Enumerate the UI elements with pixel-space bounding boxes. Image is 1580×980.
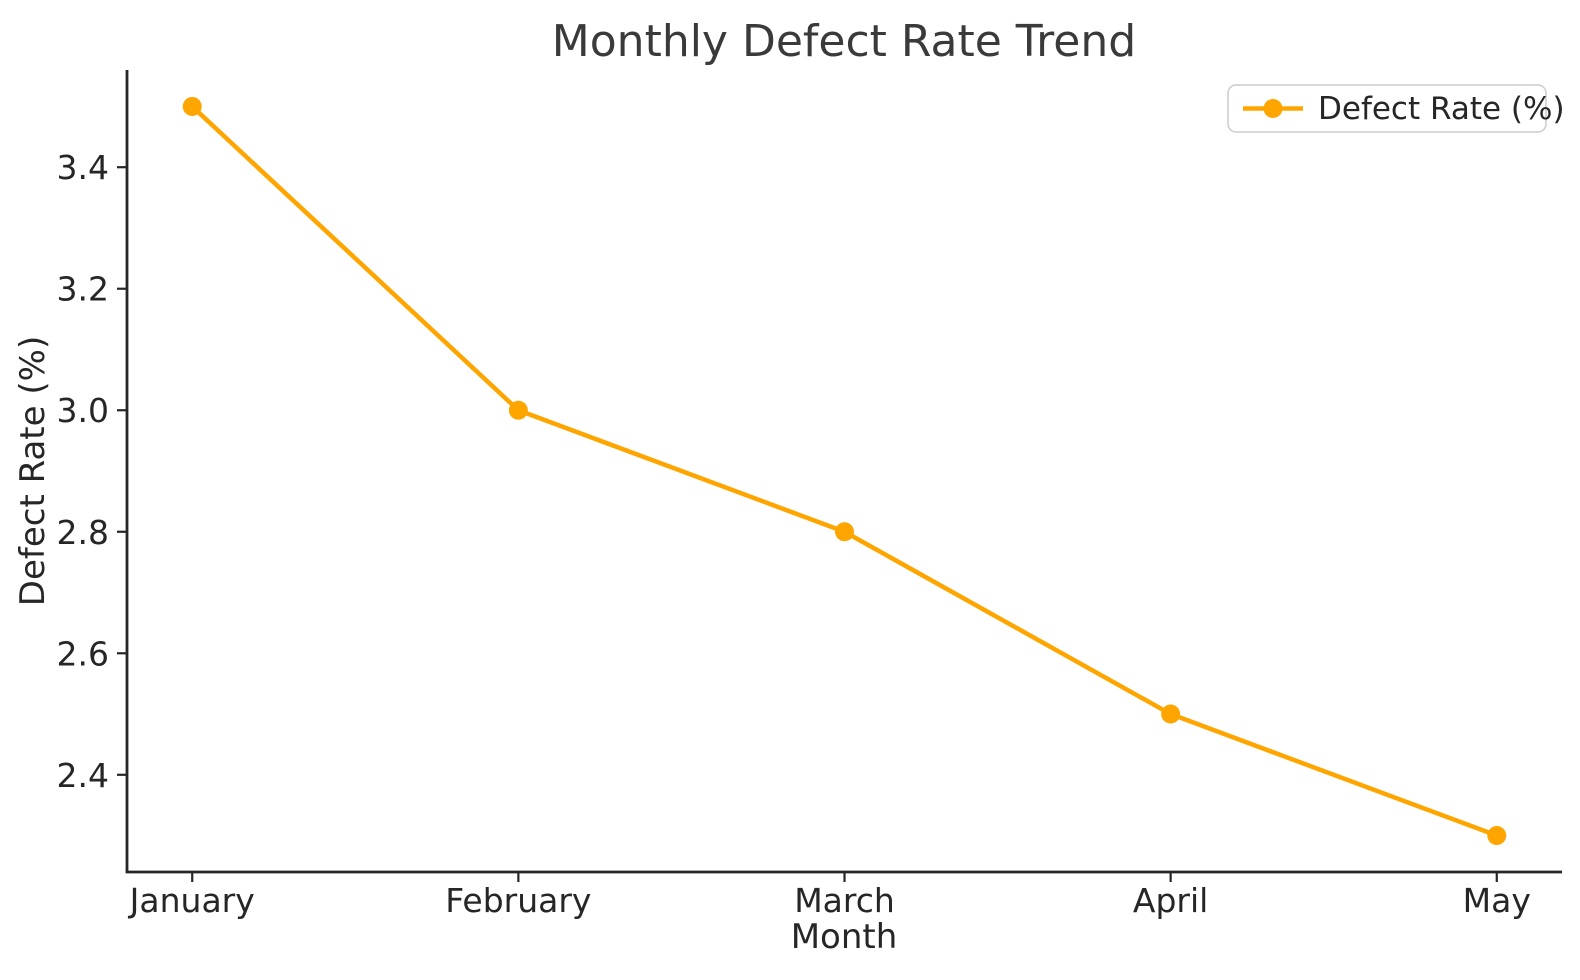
defect-rate-line: [189, 104, 1500, 838]
y-tick-label: 3.2: [57, 270, 109, 309]
legend: Defect Rate (%): [1227, 84, 1565, 133]
legend-label: Defect Rate (%): [1318, 91, 1565, 127]
y-tick-label: 2.6: [57, 634, 109, 673]
legend-box: [1227, 84, 1547, 133]
plot-area: 2.4 2.6 2.8 3.0 3.2 3.4 January February March Ap…: [57, 70, 1562, 920]
data-point-february: [508, 400, 528, 420]
data-point-january: [182, 96, 202, 116]
x-tick-label: February: [445, 881, 591, 920]
x-axis-label: Month: [791, 917, 898, 957]
data-point-april: [1161, 704, 1181, 724]
y-tick-label: 3.0: [57, 391, 109, 430]
data-point-march: [835, 522, 854, 542]
x-tick-label: May: [1463, 881, 1531, 920]
data-point-may: [1487, 826, 1507, 846]
chart-title: Monthly Defect Rate Trend: [552, 16, 1136, 67]
x-tick-label: March: [794, 881, 895, 920]
x-tick-label: January: [128, 881, 255, 920]
x-tick-label: April: [1133, 881, 1208, 920]
legend-marker-icon: [1263, 99, 1283, 118]
y-tick-label: 2.8: [57, 513, 109, 552]
y-axis-label: Defect Rate (%): [13, 336, 53, 606]
y-tick-label: 2.4: [57, 756, 109, 795]
y-tick-label: 3.4: [57, 148, 109, 187]
